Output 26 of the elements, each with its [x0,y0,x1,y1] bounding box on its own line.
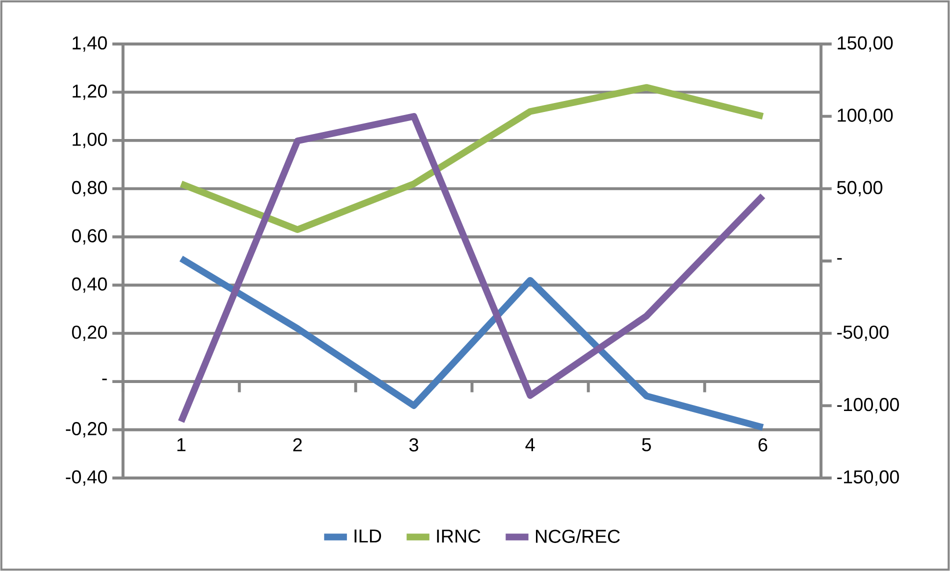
x-tick-label: 1 [177,438,186,452]
x-tick-label: 4 [525,438,535,452]
legend-label: ILD [354,530,382,542]
x-tick-label: 6 [758,438,768,452]
y2-tick-label: 100,00 [838,108,893,124]
y2-tick-label: -150,00 [837,470,899,486]
y-tick-label: 1,00 [72,132,107,148]
x-tick-label: 3 [409,438,418,452]
legend-label: NCG/REC [536,529,620,543]
legend-label: IRNC [437,529,480,543]
y-tick-label: 0,80 [72,180,107,196]
y-tick-label: 1,40 [72,36,107,52]
y2-tick-label: 150,00 [838,36,893,52]
x-tick-label: 2 [293,438,302,452]
x-tick-label: 5 [642,438,651,452]
y-tick-label: 1,20 [72,84,107,100]
y-tick-label: -0,40 [66,470,107,486]
y-tick-label: - [102,378,107,380]
y-tick-label: -0,20 [66,422,107,438]
y2-tick-label: - [837,258,842,260]
y-tick-label: 0,60 [72,229,107,245]
y-tick-label: 0,20 [72,326,107,342]
y2-tick-label: -100,00 [837,398,899,414]
y2-tick-label: 50,00 [837,180,882,196]
y-tick-label: 0,40 [72,277,107,293]
y2-tick-label: -50,00 [837,326,889,342]
